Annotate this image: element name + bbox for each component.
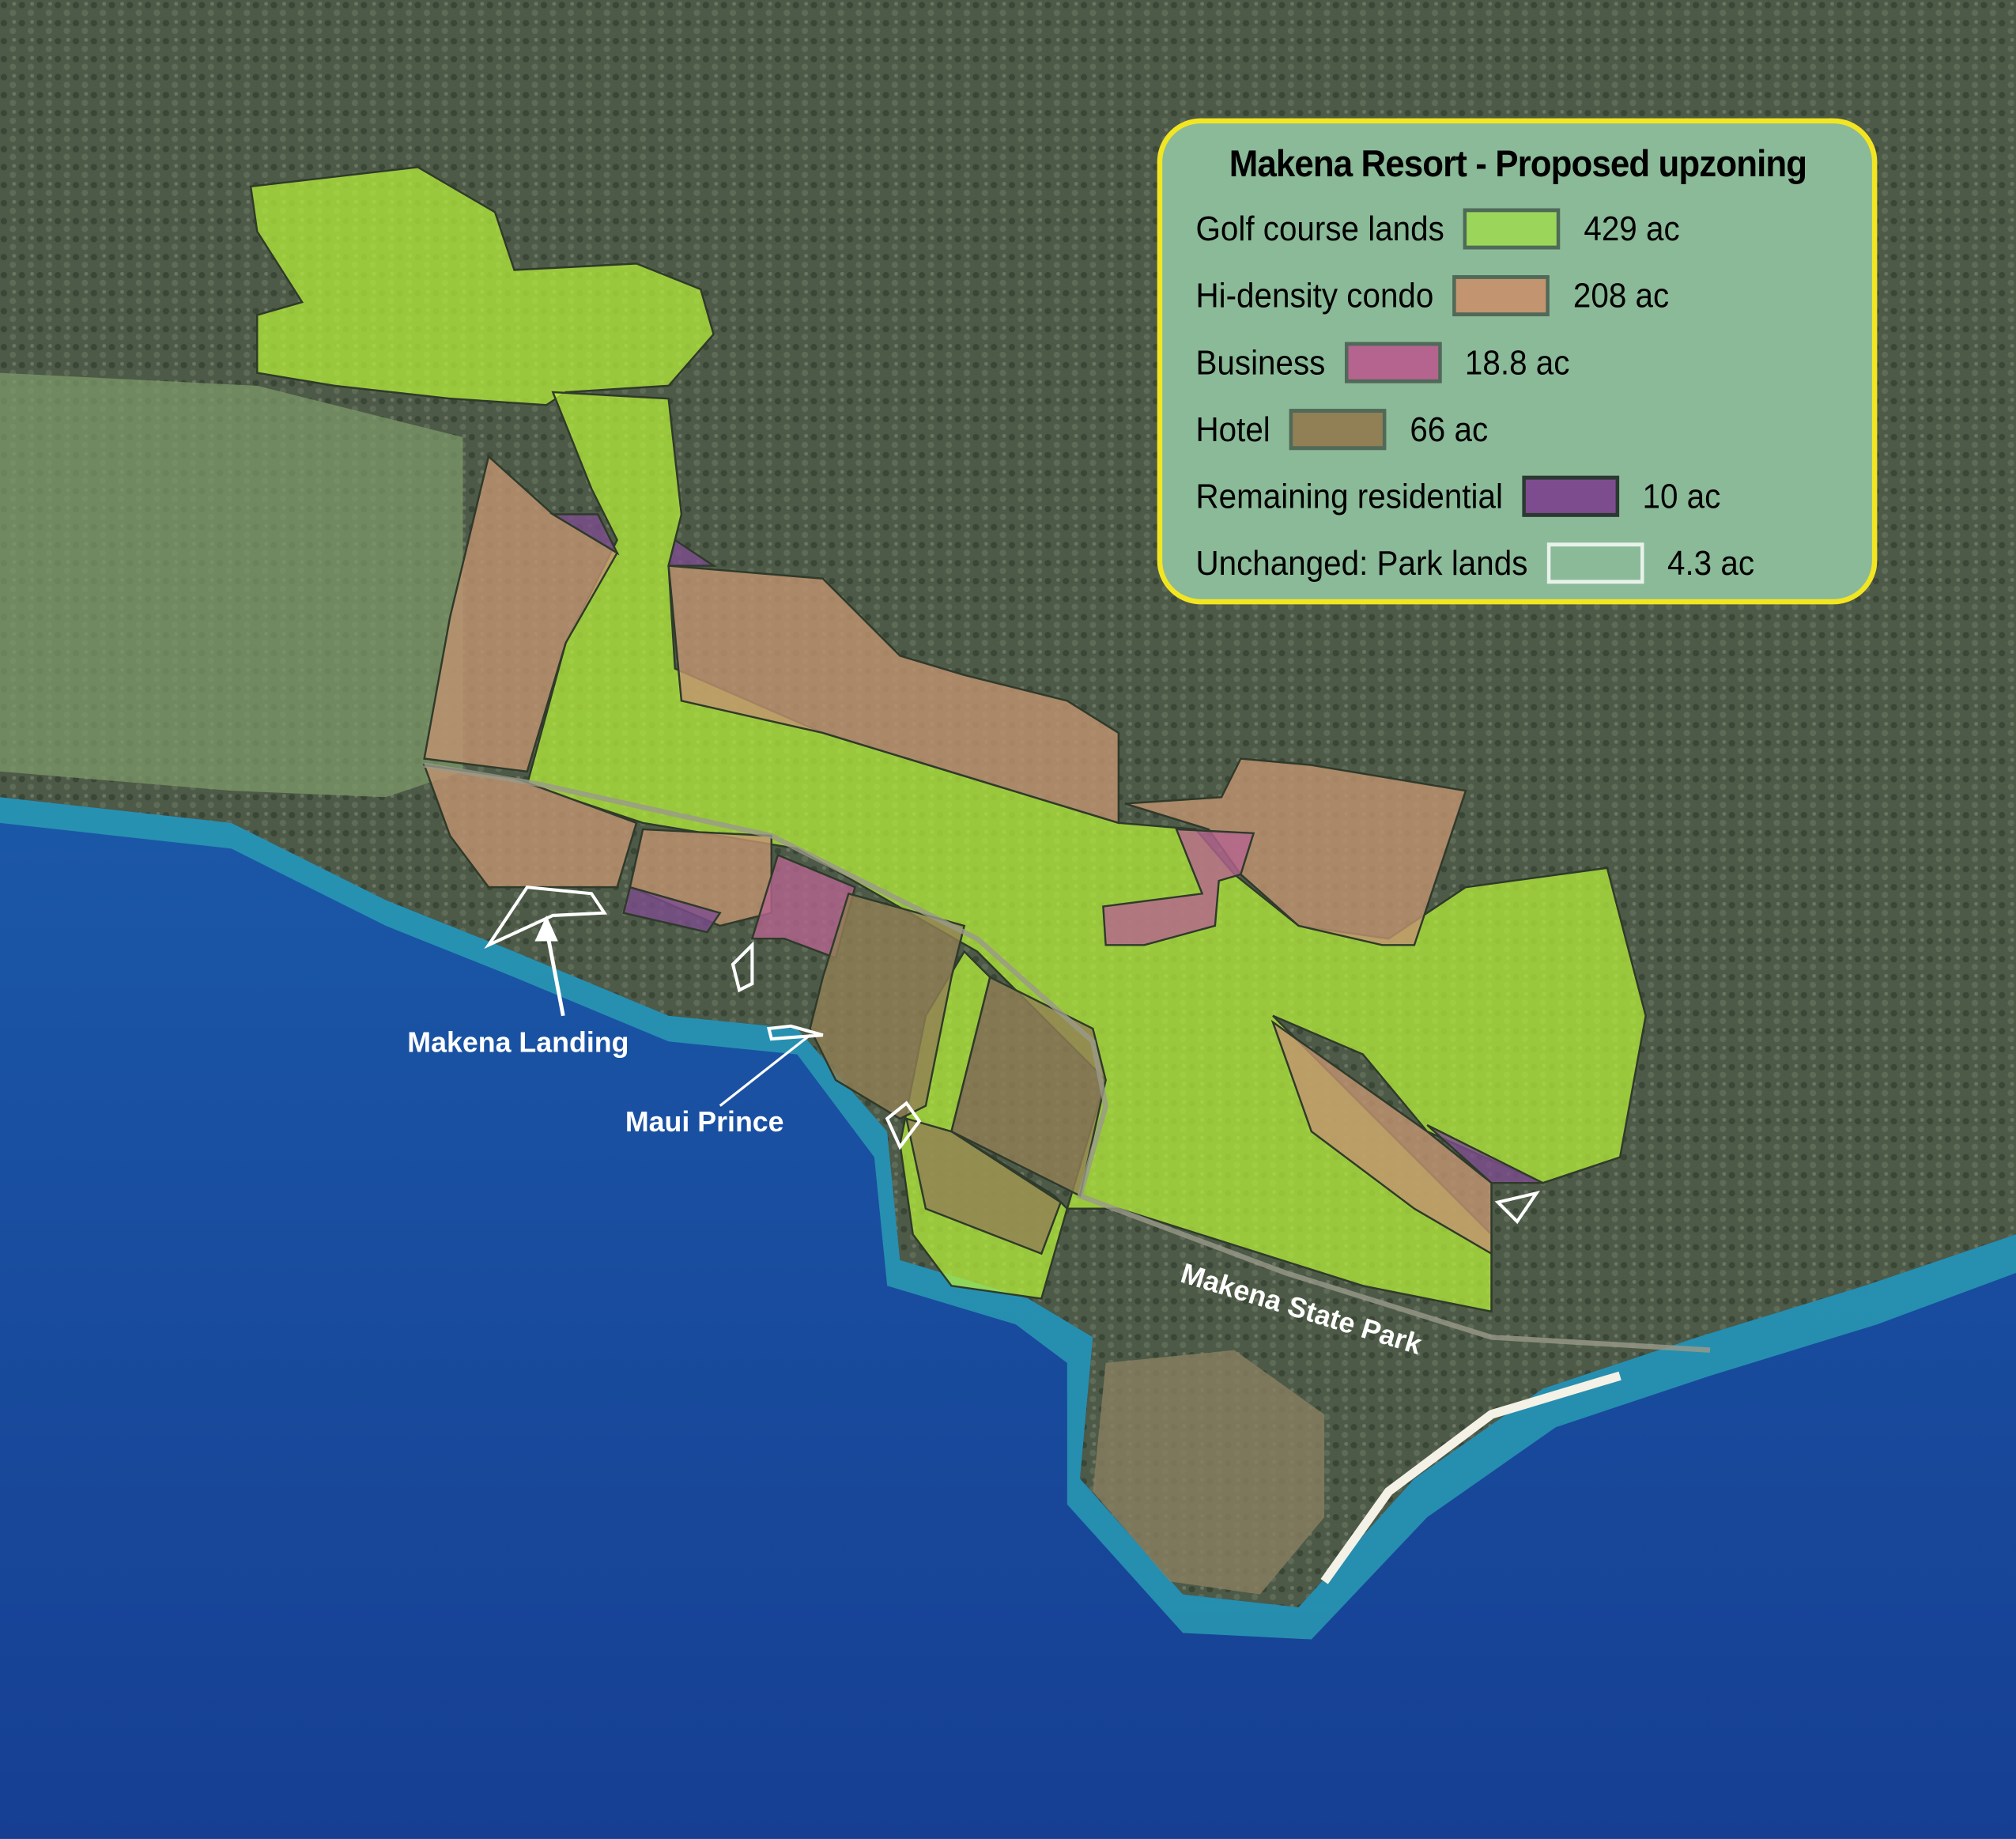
hotel-zone — [904, 1117, 1063, 1256]
remaining-residential-zone — [622, 886, 722, 934]
remaining-residential-zone — [1426, 1123, 1544, 1184]
legend-swatch — [1521, 475, 1619, 517]
west-golf-course — [0, 372, 463, 798]
legend-swatch — [1463, 208, 1561, 250]
legend-swatch — [1289, 409, 1387, 451]
label-maui-prince: Maui Prince — [625, 1106, 784, 1138]
legend-area: 208 ac — [1572, 275, 1670, 315]
legend-area: 429 ac — [1584, 209, 1680, 248]
legend-label: Business — [1195, 342, 1326, 382]
park-land-zone — [885, 1101, 922, 1150]
hotel-zone — [950, 976, 1107, 1198]
hotel-zone — [809, 892, 966, 1120]
legend-label: Remaining residential — [1195, 476, 1503, 515]
legend-area: 10 ac — [1642, 476, 1721, 515]
legend-area: 66 ac — [1410, 409, 1489, 448]
legend: Makena Resort - Proposed upzoning Golf c… — [1157, 118, 1878, 605]
maui-prince-pointer — [719, 1033, 811, 1107]
park-land-zone — [766, 1024, 824, 1041]
zoning-polygons — [249, 166, 1647, 1313]
legend-swatch — [1546, 542, 1644, 584]
park-land-zone — [731, 941, 754, 993]
legend-label: Hi-density condo — [1195, 275, 1434, 315]
makena-landing-arrow — [544, 927, 565, 1017]
business-zone — [750, 853, 856, 960]
park-land-zone — [1494, 1191, 1541, 1225]
legend-item: Remaining residential 10 ac — [1195, 475, 1721, 517]
legend-swatch — [1452, 275, 1550, 317]
beach — [1320, 1371, 1621, 1584]
hi-density-condo-zone — [667, 565, 1120, 825]
legend-item: Hotel 66 ac — [1195, 409, 1489, 451]
legend-item: Business 18.8 ac — [1195, 342, 1569, 383]
label-makena-landing: Makena Landing — [407, 1026, 629, 1058]
hi-density-condo-zone — [1270, 1019, 1493, 1256]
legend-label: Unchanged: Park lands — [1195, 543, 1528, 582]
shallow-reef — [0, 797, 2016, 1640]
remaining-residential-zone — [549, 513, 620, 556]
legend-item: Hi-density condo 208 ac — [1195, 275, 1670, 317]
legend-area: 18.8 ac — [1464, 342, 1570, 382]
arrowhead — [534, 915, 558, 942]
legend-label: Hotel — [1195, 409, 1270, 448]
puu-olai-cinder-cone — [1093, 1350, 1325, 1595]
legend-area: 4.3 ac — [1667, 543, 1755, 582]
park-land-zone — [484, 886, 608, 950]
legend-label: Golf course lands — [1195, 209, 1444, 248]
legend-item: Golf course lands 429 ac — [1195, 208, 1680, 250]
legend-swatch — [1344, 342, 1442, 383]
legend-item: Unchanged: Park lands 4.3 ac — [1195, 542, 1755, 584]
remaining-residential-zone — [667, 538, 717, 567]
legend-title: Makena Resort - Proposed upzoning — [1229, 144, 1807, 186]
makena-road — [424, 762, 1711, 1353]
business-zone — [1102, 828, 1255, 946]
